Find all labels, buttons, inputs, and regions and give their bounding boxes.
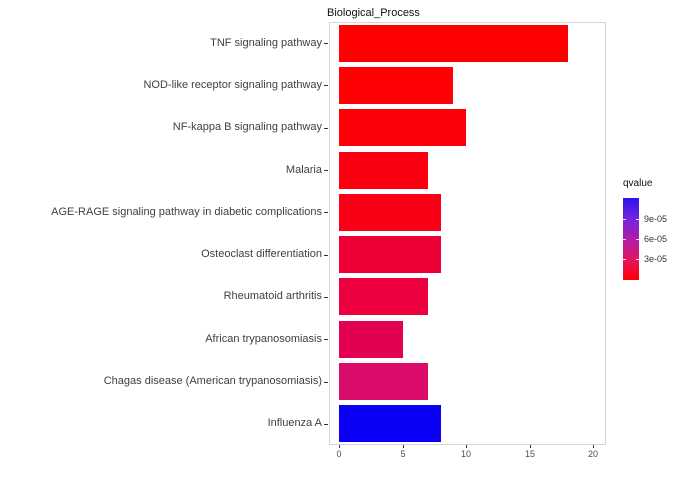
- y-axis-tick: [324, 170, 328, 171]
- x-axis-tick-label: 15: [524, 449, 535, 459]
- y-axis-tick: [324, 128, 328, 129]
- y-axis-tick: [324, 85, 328, 86]
- bar: [339, 363, 428, 400]
- legend-title: qvalue: [623, 178, 653, 189]
- y-axis-tick: [324, 424, 328, 425]
- y-axis-tick: [324, 297, 328, 298]
- y-axis-tick: [324, 43, 328, 44]
- y-axis-label: African trypanosomiasis: [205, 332, 322, 345]
- bar: [339, 109, 466, 146]
- x-axis-tick-label: 5: [400, 449, 406, 459]
- x-axis-tick: [466, 445, 467, 448]
- y-axis-tick: [324, 339, 328, 340]
- y-axis-label: AGE-RAGE signaling pathway in diabetic c…: [51, 205, 322, 218]
- x-axis-tick: [530, 445, 531, 448]
- legend-tick-mark: [636, 239, 639, 240]
- bar: [339, 25, 568, 62]
- x-axis-tick-label: 0: [336, 449, 342, 459]
- chart-title: Biological_Process: [327, 7, 420, 19]
- y-axis-tick: [324, 382, 328, 383]
- y-axis-label: Influenza A: [267, 417, 322, 430]
- legend-tick-mark: [636, 259, 639, 260]
- x-axis-tick: [593, 445, 594, 448]
- y-axis-label: Rheumatoid arthritis: [223, 290, 322, 303]
- legend-tick-mark: [623, 259, 626, 260]
- bar: [339, 405, 441, 442]
- bar: [339, 236, 441, 273]
- y-axis-label: Osteoclast differentiation: [201, 248, 322, 261]
- y-axis-label: NOD-like receptor signaling pathway: [143, 78, 322, 91]
- legend-tick-label: 3e-05: [644, 254, 668, 264]
- y-axis-label: Chagas disease (American trypanosomiasis…: [103, 375, 322, 388]
- legend-tick-mark: [623, 219, 626, 220]
- qvalue-legend: qvalue 9e-05 6e-05 3e-05: [615, 176, 680, 296]
- bar: [339, 278, 428, 315]
- legend-tick-mark: [623, 239, 626, 240]
- y-axis-label: Malaria: [285, 163, 322, 176]
- x-axis-tick-label: 10: [460, 449, 471, 459]
- bar: [339, 194, 441, 231]
- y-axis-label: TNF signaling pathway: [210, 36, 322, 49]
- bar: [339, 67, 453, 104]
- x-axis-tick-label: 20: [587, 449, 598, 459]
- legend-tick-mark: [636, 219, 639, 220]
- y-axis-label: NF-kappa B signaling pathway: [172, 121, 322, 134]
- y-axis-tick: [324, 255, 328, 256]
- bar: [339, 321, 403, 358]
- x-axis-tick: [339, 445, 340, 448]
- legend-tick-label: 6e-05: [644, 234, 668, 244]
- x-axis-tick: [403, 445, 404, 448]
- bar: [339, 152, 428, 189]
- legend-gradient-bar: [623, 198, 639, 280]
- y-axis-tick: [324, 212, 328, 213]
- legend-tick-label: 9e-05: [644, 214, 668, 224]
